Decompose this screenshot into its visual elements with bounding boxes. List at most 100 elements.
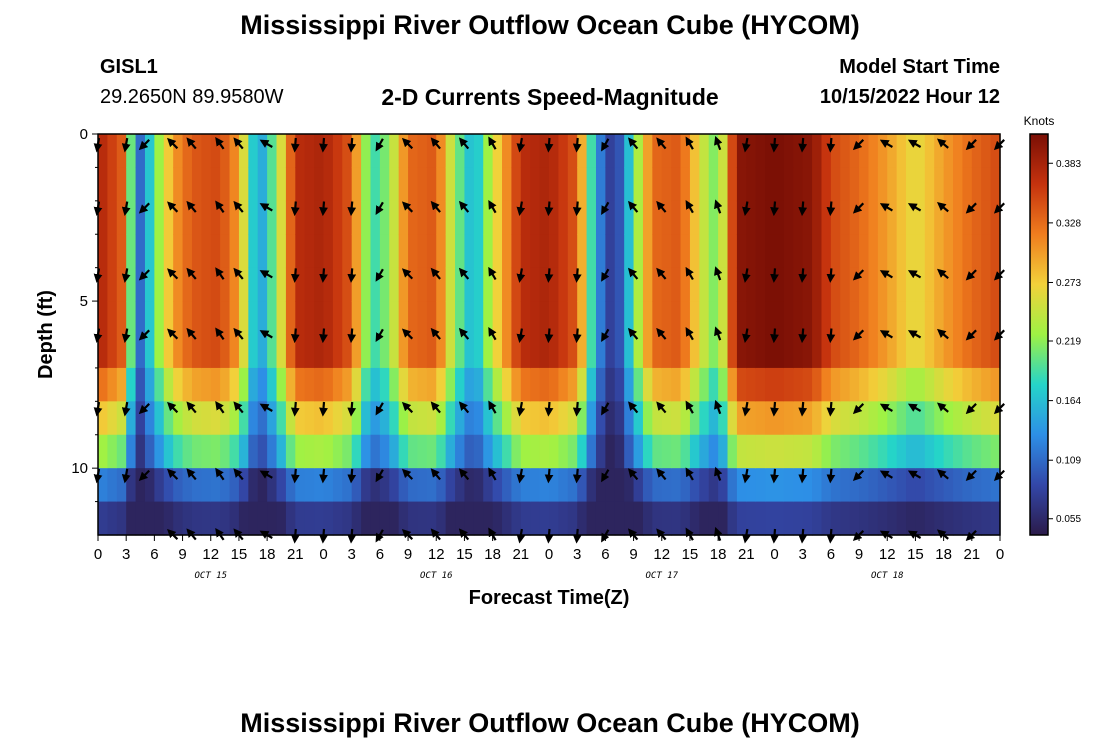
heat-cell	[144, 434, 155, 469]
heat-cell	[191, 468, 202, 503]
heat-cell	[896, 167, 907, 202]
direction-arrow	[826, 401, 836, 417]
heat-cell	[990, 134, 1001, 169]
heat-cell	[736, 301, 747, 336]
heat-cell	[896, 334, 907, 369]
heat-cell	[906, 501, 917, 536]
heat-cell	[144, 468, 155, 503]
heat-cell	[361, 167, 372, 202]
heat-cell	[182, 234, 193, 269]
heat-cell	[154, 501, 165, 536]
heat-cell	[567, 434, 578, 469]
heat-cell	[379, 401, 390, 436]
heat-cell	[680, 501, 691, 536]
heat-cell	[774, 234, 785, 269]
heat-cell	[98, 367, 108, 402]
heat-cell	[699, 301, 710, 336]
heat-cell	[924, 200, 935, 235]
heat-cell	[896, 468, 907, 503]
heat-cell	[614, 434, 625, 469]
heat-cell	[896, 134, 907, 169]
heat-cell	[689, 468, 700, 503]
heat-cell	[868, 134, 879, 169]
direction-arrow	[458, 468, 470, 481]
heat-cell	[370, 401, 381, 436]
direction-arrow	[936, 469, 949, 480]
heat-cell	[793, 334, 804, 369]
heat-cell	[577, 501, 588, 536]
heat-cell	[201, 501, 212, 536]
heat-cell	[624, 234, 635, 269]
heat-cell	[530, 267, 541, 302]
heat-cell	[98, 401, 108, 436]
heat-cell	[624, 167, 635, 202]
heat-cell	[379, 200, 390, 235]
heat-cell	[633, 267, 644, 302]
direction-arrow	[685, 400, 694, 414]
heat-cell	[473, 501, 484, 536]
heat-cell	[605, 200, 616, 235]
heat-cell	[962, 301, 973, 336]
heat-cell	[953, 334, 964, 369]
heat-cell	[708, 200, 719, 235]
heat-cell	[520, 501, 531, 536]
heat-cell	[924, 401, 935, 436]
x-tick-label: 0	[319, 546, 327, 563]
heat-cell	[614, 200, 625, 235]
heat-cell	[736, 200, 747, 235]
direction-arrow	[516, 268, 526, 283]
heat-cell	[389, 200, 400, 235]
heat-cell	[445, 200, 456, 235]
heat-cell	[624, 200, 635, 235]
direction-arrow	[319, 401, 328, 417]
heat-cell	[182, 267, 193, 302]
heat-cell	[173, 200, 184, 235]
heat-cell	[652, 301, 663, 336]
heat-cell	[849, 501, 860, 536]
direction-arrow	[215, 200, 225, 214]
direction-arrow	[488, 136, 497, 150]
heat-cell	[558, 434, 569, 469]
heat-cell	[774, 167, 785, 202]
heat-cell	[502, 301, 513, 336]
heat-cell	[558, 234, 569, 269]
heat-cell	[408, 501, 419, 536]
heat-cell	[774, 134, 785, 169]
heat-cell	[285, 234, 296, 269]
heat-cell	[840, 434, 851, 469]
heat-cell	[455, 234, 466, 269]
heat-cell	[201, 401, 212, 436]
direction-arrow	[742, 328, 751, 343]
heat-cell	[915, 234, 926, 269]
heat-cell	[276, 434, 287, 469]
heat-cell	[154, 301, 165, 336]
heat-cell	[661, 134, 672, 169]
heat-cell	[436, 367, 447, 402]
heat-cell	[887, 301, 898, 336]
heat-cell	[680, 234, 691, 269]
heat-cell	[727, 134, 738, 169]
heat-cell	[154, 401, 165, 436]
direction-arrow	[770, 268, 779, 283]
heat-cell	[248, 234, 259, 269]
heat-cell	[483, 134, 494, 169]
heat-cell	[107, 234, 118, 269]
heat-cell	[135, 200, 146, 235]
heat-cell	[859, 134, 870, 169]
heat-cell	[173, 301, 184, 336]
direction-arrow	[656, 200, 667, 213]
heat-cell	[238, 501, 249, 536]
heat-cell	[849, 167, 860, 202]
heat-cell	[652, 334, 663, 369]
heat-cell	[915, 401, 926, 436]
heat-cell	[295, 234, 306, 269]
heat-cell	[191, 134, 202, 169]
heat-cell	[314, 167, 325, 202]
heat-cell	[539, 134, 550, 169]
heat-cell	[765, 134, 776, 169]
heat-cell	[107, 434, 118, 469]
heat-cell	[859, 334, 870, 369]
heat-cell	[361, 301, 372, 336]
heat-cell	[379, 234, 390, 269]
heat-cell	[708, 234, 719, 269]
